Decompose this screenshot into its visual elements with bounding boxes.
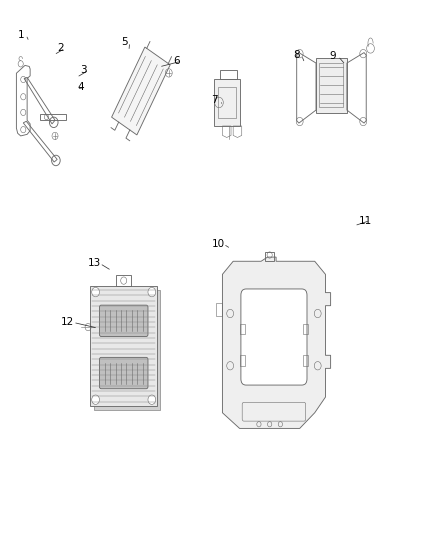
Text: 7: 7 xyxy=(212,95,218,106)
Text: 13: 13 xyxy=(88,259,101,269)
FancyBboxPatch shape xyxy=(99,305,148,336)
Bar xyxy=(319,63,343,108)
Text: 12: 12 xyxy=(61,317,74,327)
Polygon shape xyxy=(112,47,170,135)
Polygon shape xyxy=(223,257,331,429)
Bar xyxy=(90,286,157,406)
Circle shape xyxy=(92,287,99,297)
Bar xyxy=(303,324,308,334)
Text: 10: 10 xyxy=(212,239,225,249)
Circle shape xyxy=(148,287,155,297)
FancyBboxPatch shape xyxy=(241,289,307,385)
Text: 2: 2 xyxy=(57,43,64,53)
Bar xyxy=(214,79,240,126)
Text: 6: 6 xyxy=(173,56,180,66)
Text: 3: 3 xyxy=(81,65,87,75)
Bar xyxy=(303,356,308,366)
Bar xyxy=(94,290,160,410)
Bar xyxy=(218,87,236,118)
Circle shape xyxy=(148,395,155,405)
Bar xyxy=(316,58,347,112)
Text: 5: 5 xyxy=(121,37,128,47)
Bar xyxy=(240,324,245,334)
Text: 1: 1 xyxy=(18,29,24,39)
Text: 11: 11 xyxy=(358,215,371,225)
FancyBboxPatch shape xyxy=(99,358,148,389)
Text: 4: 4 xyxy=(78,82,84,92)
Circle shape xyxy=(92,395,99,405)
Text: 8: 8 xyxy=(293,50,300,60)
Bar xyxy=(240,356,245,366)
Bar xyxy=(116,276,131,286)
Text: 9: 9 xyxy=(329,51,336,61)
